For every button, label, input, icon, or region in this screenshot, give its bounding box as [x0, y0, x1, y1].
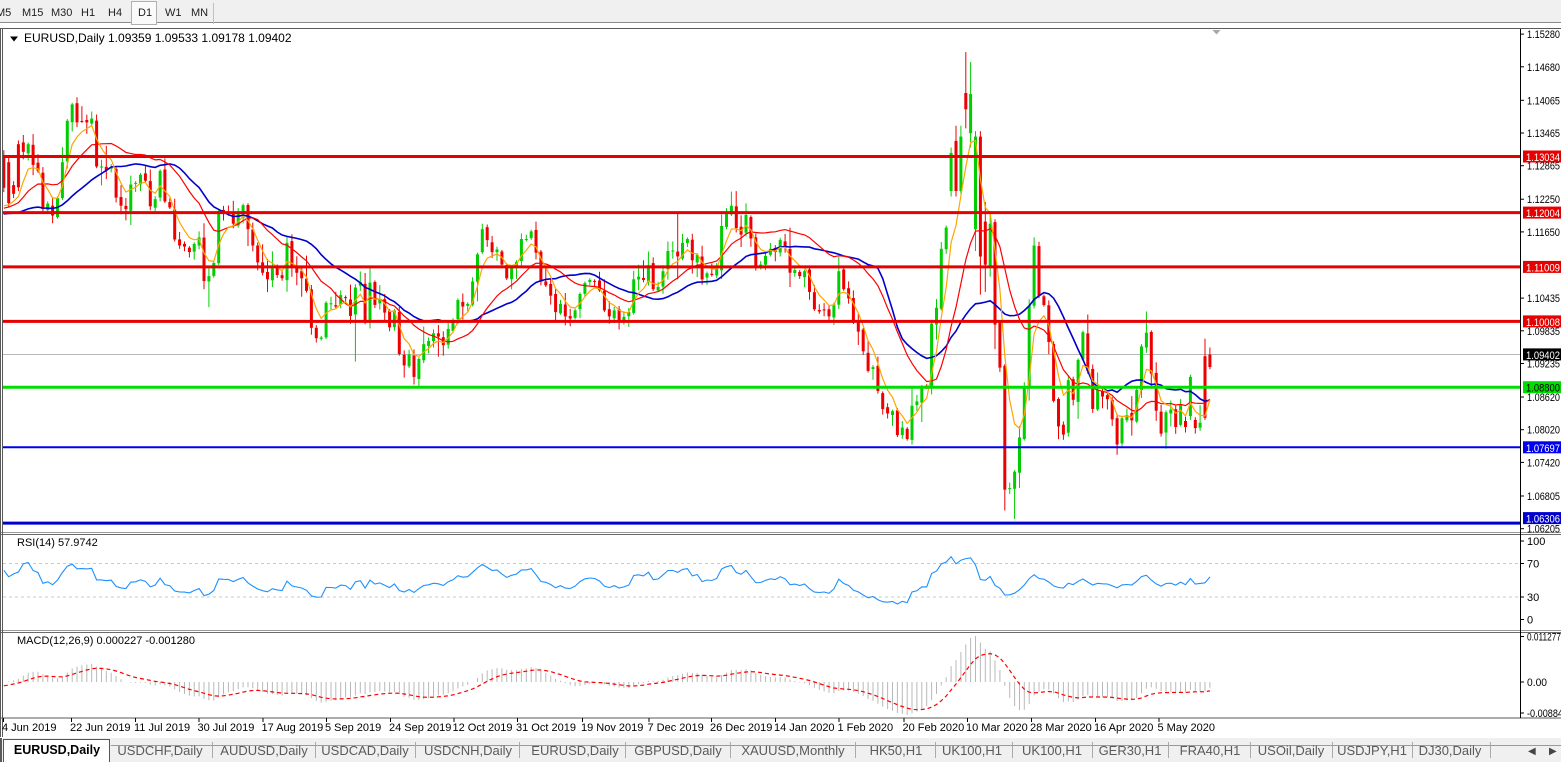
svg-text:1.08020: 1.08020 — [1527, 425, 1560, 437]
svg-text:1.06306: 1.06306 — [1526, 514, 1560, 526]
svg-text:12 Oct 2019: 12 Oct 2019 — [453, 722, 513, 734]
svg-text:1.08800: 1.08800 — [1526, 383, 1560, 395]
svg-text:30: 30 — [1527, 592, 1539, 604]
svg-text:14 Jan 2020: 14 Jan 2020 — [774, 722, 835, 734]
svg-text:24 Sep 2019: 24 Sep 2019 — [389, 722, 451, 734]
svg-text:31 Oct 2019: 31 Oct 2019 — [516, 722, 576, 734]
svg-text:17 Aug 2019: 17 Aug 2019 — [262, 722, 324, 734]
svg-text:1.06205: 1.06205 — [1527, 524, 1560, 536]
svg-text:0.011277: 0.011277 — [1527, 632, 1561, 644]
svg-text:10 Mar 2020: 10 Mar 2020 — [966, 722, 1028, 734]
svg-text:26 Dec 2019: 26 Dec 2019 — [710, 722, 772, 734]
svg-text:20 Feb 2020: 20 Feb 2020 — [903, 722, 965, 734]
svg-text:16 Apr 2020: 16 Apr 2020 — [1094, 722, 1153, 734]
svg-text:1.06805: 1.06805 — [1527, 491, 1560, 503]
svg-text:MACD(12,26,9) 0.000227 -0.0012: MACD(12,26,9) 0.000227 -0.001280 — [17, 635, 195, 647]
svg-text:-0.00884: -0.00884 — [1527, 708, 1561, 720]
svg-text:1.14065: 1.14065 — [1527, 95, 1560, 107]
svg-text:1.07697: 1.07697 — [1526, 443, 1560, 455]
svg-text:5 Sep 2019: 5 Sep 2019 — [325, 722, 381, 734]
svg-text:1.09402: 1.09402 — [1526, 350, 1560, 362]
svg-text:1.09235: 1.09235 — [1527, 359, 1560, 371]
svg-text:11 Jul 2019: 11 Jul 2019 — [134, 722, 190, 734]
svg-text:1.11650: 1.11650 — [1527, 227, 1560, 239]
svg-text:19 Nov 2019: 19 Nov 2019 — [581, 722, 643, 734]
svg-text:1.15280: 1.15280 — [1527, 29, 1560, 41]
svg-text:1.11009: 1.11009 — [1526, 262, 1560, 274]
svg-text:1.10008: 1.10008 — [1526, 317, 1560, 329]
svg-text:30 Jul 2019: 30 Jul 2019 — [198, 722, 255, 734]
svg-text:RSI(14) 57.9742: RSI(14) 57.9742 — [17, 537, 98, 549]
svg-text:1.13465: 1.13465 — [1527, 128, 1560, 140]
svg-text:1.09835: 1.09835 — [1527, 326, 1560, 338]
svg-text:70: 70 — [1527, 559, 1539, 571]
svg-text:28 Mar 2020: 28 Mar 2020 — [1030, 722, 1092, 734]
svg-text:1.12865: 1.12865 — [1527, 161, 1560, 173]
svg-text:1.13034: 1.13034 — [1526, 152, 1560, 164]
svg-text:1 Feb 2020: 1 Feb 2020 — [838, 722, 894, 734]
svg-text:0.00: 0.00 — [1527, 677, 1547, 689]
svg-text:1.08620: 1.08620 — [1527, 392, 1560, 404]
svg-text:EURUSD,Daily 1.09359 1.09533: EURUSD,Daily 1.09359 1.09533 1.09178 1.0… — [24, 31, 292, 45]
svg-text:1.14680: 1.14680 — [1527, 62, 1560, 74]
svg-text:0: 0 — [1527, 615, 1533, 627]
svg-text:22 Jun 2019: 22 Jun 2019 — [70, 722, 131, 734]
svg-text:4 Jun 2019: 4 Jun 2019 — [2, 722, 56, 734]
svg-text:100: 100 — [1527, 536, 1545, 548]
svg-text:1.12250: 1.12250 — [1527, 194, 1560, 206]
svg-text:5 May 2020: 5 May 2020 — [1158, 722, 1215, 734]
svg-text:1.07420: 1.07420 — [1527, 457, 1560, 469]
svg-text:1.12004: 1.12004 — [1526, 208, 1560, 220]
svg-text:1.10435: 1.10435 — [1527, 293, 1560, 305]
svg-text:7 Dec 2019: 7 Dec 2019 — [648, 722, 704, 734]
